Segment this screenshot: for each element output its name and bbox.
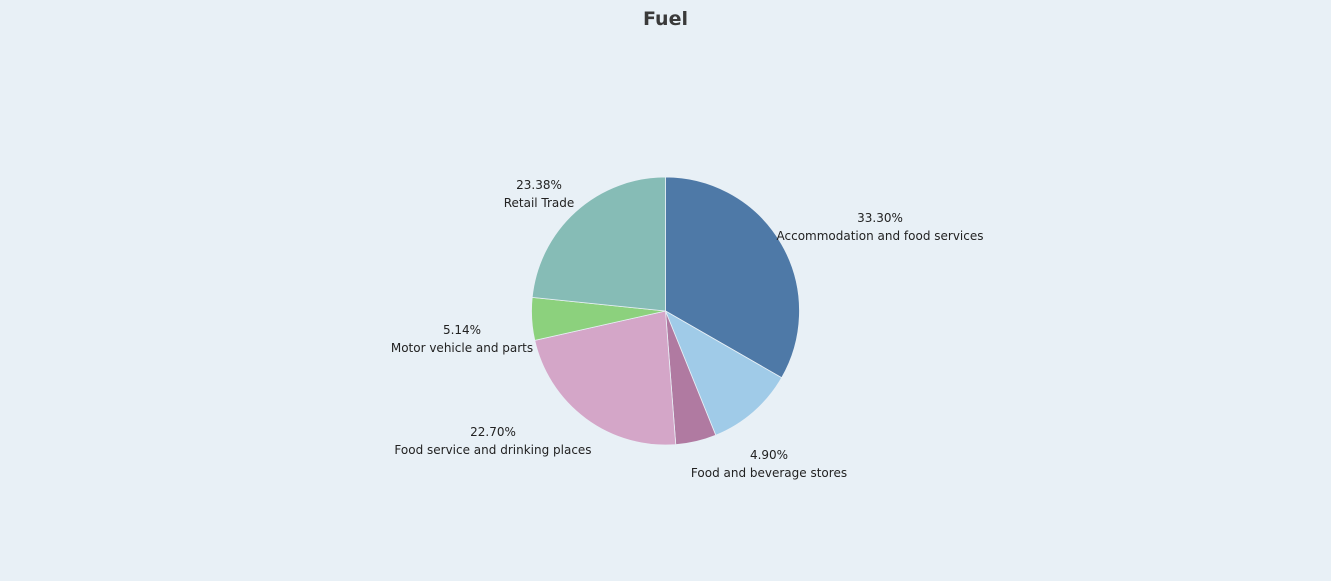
slice-value-label-0: 33.30%	[857, 211, 903, 225]
pie-slice-3[interactable]	[534, 310, 677, 446]
pie-slice-0[interactable]	[665, 176, 800, 379]
chart-title: Fuel	[643, 8, 688, 30]
pie-slice-5[interactable]	[531, 176, 666, 312]
slice-category-label-0: Accommodation and food services	[777, 229, 984, 243]
pie-slice-1[interactable]	[664, 310, 783, 436]
slice-category-label-3: Food service and drinking places	[394, 443, 591, 457]
slice-value-label-3: 22.70%	[470, 425, 516, 439]
slice-value-label-2: 4.90%	[750, 448, 788, 462]
slice-value-label-4: 5.14%	[443, 323, 481, 337]
slice-category-label-5: Retail Trade	[504, 196, 575, 210]
slice-value-label-5: 23.38%	[516, 178, 562, 192]
slice-category-label-2: Food and beverage stores	[691, 466, 847, 480]
slice-category-label-4: Motor vehicle and parts	[391, 341, 533, 355]
